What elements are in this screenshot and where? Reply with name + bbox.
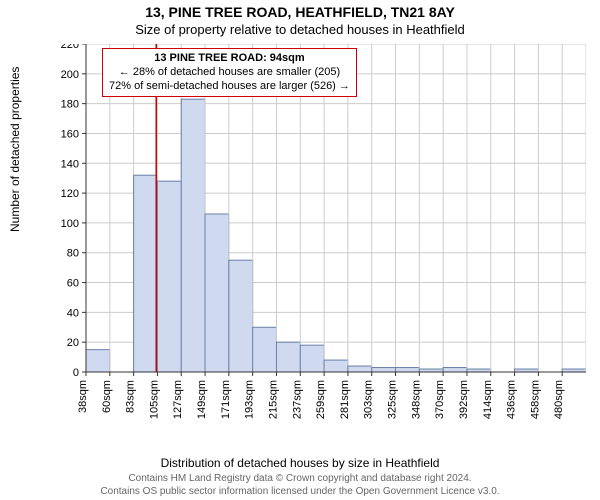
histogram-svg: 0 20 40 60 80 100 120 140 160 180 200 220 38sqm 60sqm…	[60, 44, 586, 424]
footer: Contains HM Land Registry data © Crown c…	[0, 473, 600, 498]
svg-text:60sqm: 60sqm	[101, 380, 113, 413]
svg-text:348sqm: 348sqm	[410, 380, 422, 419]
svg-text:392sqm: 392sqm	[458, 380, 470, 419]
page-subtitle: Size of property relative to detached ho…	[0, 22, 600, 37]
svg-text:120: 120	[61, 188, 79, 200]
annotation-line3: 72% of semi-detached houses are larger (…	[109, 80, 350, 94]
svg-text:480sqm: 480sqm	[553, 380, 565, 419]
svg-text:281sqm: 281sqm	[339, 380, 351, 419]
svg-text:60: 60	[67, 278, 79, 290]
svg-text:237sqm: 237sqm	[291, 380, 303, 419]
svg-text:140: 140	[61, 158, 79, 170]
svg-text:193sqm: 193sqm	[244, 380, 256, 419]
svg-text:0: 0	[73, 367, 79, 379]
svg-text:325sqm: 325sqm	[387, 380, 399, 419]
svg-text:220: 220	[61, 44, 79, 51]
annotation-line2: ← 28% of detached houses are smaller (20…	[109, 66, 350, 80]
y-axis-label: Number of detached properties	[8, 67, 22, 232]
annotation-box: 13 PINE TREE ROAD: 94sqm ← 28% of detach…	[102, 48, 357, 97]
svg-text:370sqm: 370sqm	[434, 380, 446, 419]
svg-text:20: 20	[67, 337, 79, 349]
annotation-line1: 13 PINE TREE ROAD: 94sqm	[109, 52, 350, 66]
svg-text:414sqm: 414sqm	[482, 380, 494, 419]
svg-text:458sqm: 458sqm	[529, 380, 541, 419]
svg-text:303sqm: 303sqm	[363, 380, 375, 419]
svg-text:38sqm: 38sqm	[77, 380, 89, 413]
svg-text:100: 100	[61, 218, 79, 230]
chart-area: 0 20 40 60 80 100 120 140 160 180 200 220 38sqm 60sqm…	[60, 44, 586, 424]
footer-line2: Contains OS public sector information li…	[0, 486, 600, 499]
svg-text:200: 200	[61, 69, 79, 81]
svg-text:259sqm: 259sqm	[315, 380, 327, 419]
title-block: 13, PINE TREE ROAD, HEATHFIELD, TN21 8AY…	[0, 0, 600, 37]
page-title: 13, PINE TREE ROAD, HEATHFIELD, TN21 8AY	[0, 4, 600, 20]
svg-text:160: 160	[61, 128, 79, 140]
svg-text:105sqm: 105sqm	[148, 380, 160, 419]
svg-text:83sqm: 83sqm	[125, 380, 137, 413]
svg-text:80: 80	[67, 248, 79, 260]
svg-text:215sqm: 215sqm	[267, 380, 279, 419]
svg-text:436sqm: 436sqm	[506, 380, 518, 419]
svg-text:149sqm: 149sqm	[196, 380, 208, 419]
svg-text:40: 40	[67, 307, 79, 319]
svg-text:127sqm: 127sqm	[172, 380, 184, 419]
svg-text:171sqm: 171sqm	[220, 380, 232, 419]
x-axis-label: Distribution of detached houses by size …	[0, 456, 600, 470]
footer-line1: Contains HM Land Registry data © Crown c…	[0, 473, 600, 486]
svg-text:180: 180	[61, 99, 79, 111]
